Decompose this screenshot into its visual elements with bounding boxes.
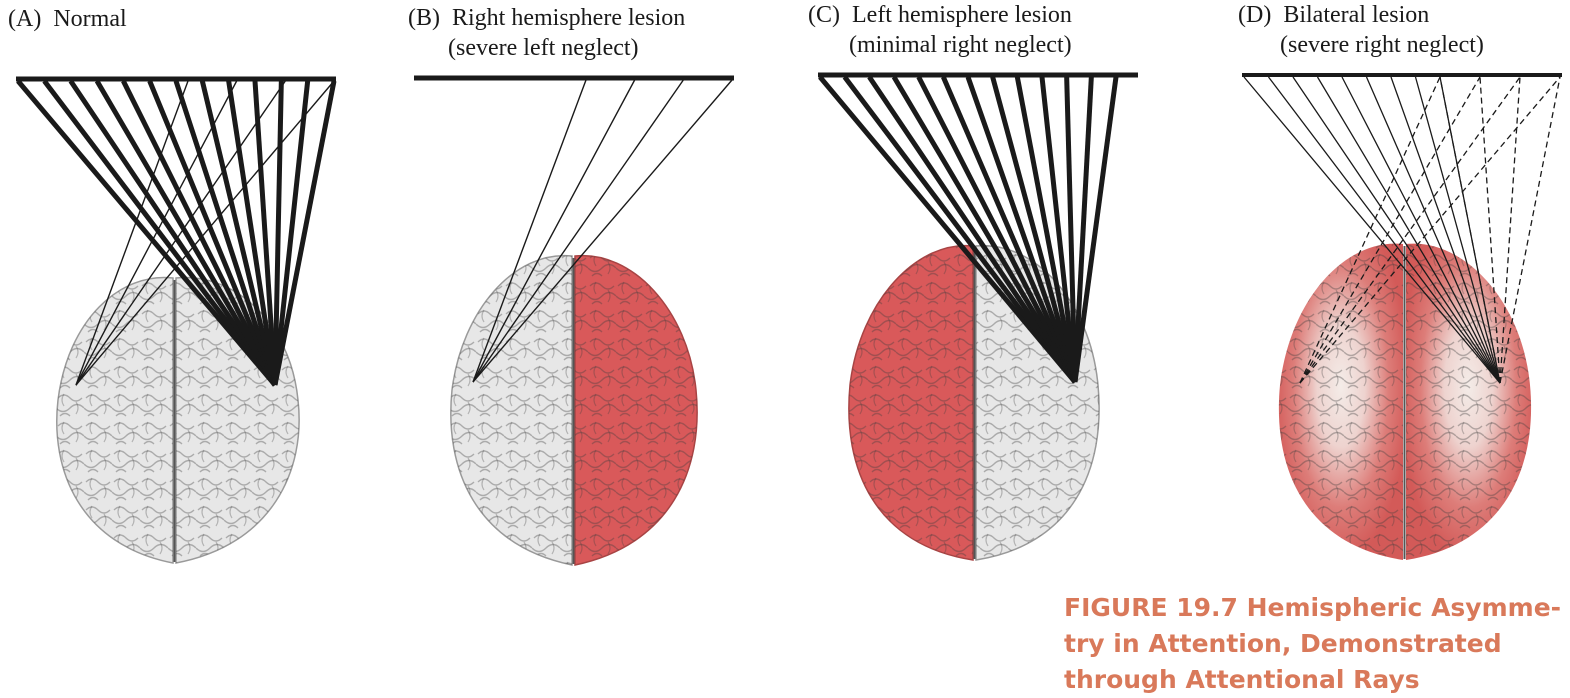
right-hemisphere-ray — [867, 75, 1078, 384]
right-hemisphere-ray — [1243, 76, 1501, 384]
left-hemisphere-dashed-ray — [1299, 76, 1481, 384]
right-hemisphere-ray — [1316, 76, 1501, 384]
right-hemisphere-ray — [842, 75, 1077, 384]
panel-a-title: (A) Normal — [8, 4, 127, 34]
right-hemisphere-ray — [16, 79, 277, 387]
panel-d-letter: (D) — [1238, 2, 1272, 28]
left-hemisphere-ray — [75, 80, 189, 386]
rays-d — [1243, 76, 1561, 384]
left-hemisphere-ray — [472, 79, 684, 383]
left-hemisphere-ray — [75, 80, 286, 386]
right-hemisphere-dashed-ray — [1499, 76, 1561, 384]
right-hemisphere-ray — [1072, 76, 1119, 383]
right-hemisphere-ray — [94, 79, 278, 387]
panel-b-letter: (B) — [408, 5, 440, 31]
right-hemisphere-ray — [42, 79, 277, 387]
left-hemisphere-ray — [472, 79, 733, 383]
right-hemisphere-ray — [1365, 76, 1501, 384]
right-hemisphere-ray — [818, 75, 1077, 384]
caption-line-3: through Attentional Rays — [1064, 665, 1420, 694]
right-hemisphere-ray — [68, 79, 278, 387]
left-hemisphere-ray — [75, 80, 238, 386]
left-hemisphere-ray — [472, 79, 636, 383]
figure-caption: FIGURE 19.7 Hemispheric Asymme- try in A… — [1064, 590, 1561, 698]
caption-line-1: FIGURE 19.7 Hemispheric Asymme- — [1064, 593, 1562, 622]
rays-c — [818, 75, 1119, 384]
right-hemisphere-ray — [199, 80, 278, 386]
panel-c — [818, 72, 1138, 561]
left-hemisphere-ray — [472, 79, 587, 383]
panel-d-title-line-1: Bilateral lesion — [1283, 2, 1430, 28]
right-hemisphere-dashed-ray — [1439, 76, 1501, 384]
caption-line-2: try in Attention, Demonstrated — [1064, 629, 1502, 658]
right-hemisphere-ray — [1064, 76, 1078, 383]
right-hemisphere-ray — [272, 80, 337, 386]
brain-b — [450, 254, 698, 566]
right-hemisphere-ray — [252, 80, 278, 386]
brain-d — [1278, 243, 1532, 560]
panel-c-title-line-2: (minimal right neglect) — [849, 32, 1072, 58]
right-hemisphere-ray — [965, 76, 1078, 383]
panel-d — [1242, 73, 1562, 560]
right-hemisphere-ray — [1072, 76, 1094, 383]
right-hemisphere-ray — [272, 80, 311, 386]
left-hemisphere-dashed-ray — [1299, 76, 1561, 384]
right-hemisphere-ray — [1414, 76, 1501, 384]
right-hemisphere-ray — [226, 80, 278, 386]
panel-a — [16, 76, 337, 564]
panel-a-letter: (A) — [8, 6, 42, 32]
right-hemisphere-ray — [916, 75, 1078, 384]
right-hemisphere-ray — [1014, 76, 1078, 383]
right-hemisphere-ray — [990, 76, 1078, 383]
right-hemisphere-ray — [941, 76, 1078, 383]
panel-b-title-line-1: Right hemisphere lesion — [452, 5, 686, 31]
left-hemisphere-ray — [75, 80, 335, 386]
rays-b — [472, 79, 733, 383]
right-hemisphere-ray — [1292, 76, 1501, 384]
panel-d-title: (D) Bilateral lesion (severe right negle… — [1238, 0, 1484, 60]
brain-c — [848, 244, 1100, 561]
right-hemisphere-ray — [1390, 76, 1501, 384]
right-hemisphere-ray — [1039, 76, 1078, 383]
panel-d-title-line-2: (severe right neglect) — [1280, 32, 1484, 58]
right-hemisphere-ray — [1341, 76, 1501, 384]
right-hemisphere-ray — [173, 80, 278, 386]
right-hemisphere-ray — [272, 80, 284, 386]
panel-c-title: (C) Left hemisphere lesion (minimal righ… — [808, 0, 1072, 60]
panel-b — [414, 75, 734, 566]
right-hemisphere-ray — [891, 75, 1078, 384]
panel-c-title-line-1: Left hemisphere lesion — [852, 2, 1072, 28]
panel-c-letter: (C) — [808, 2, 840, 28]
right-hemisphere-ray — [147, 80, 278, 386]
left-hemisphere-dashed-ray — [1299, 76, 1441, 384]
rays-a — [16, 79, 337, 387]
panel-b-title-line-2: (severe left neglect) — [448, 35, 639, 61]
right-hemisphere-ray — [1267, 76, 1501, 384]
panel-a-title-line-1: Normal — [53, 6, 127, 32]
right-hemisphere-ray — [121, 79, 278, 387]
brain-a — [56, 276, 300, 564]
left-hemisphere-dashed-ray — [1299, 76, 1521, 384]
panel-b-title: (B) Right hemisphere lesion (severe left… — [408, 3, 685, 63]
